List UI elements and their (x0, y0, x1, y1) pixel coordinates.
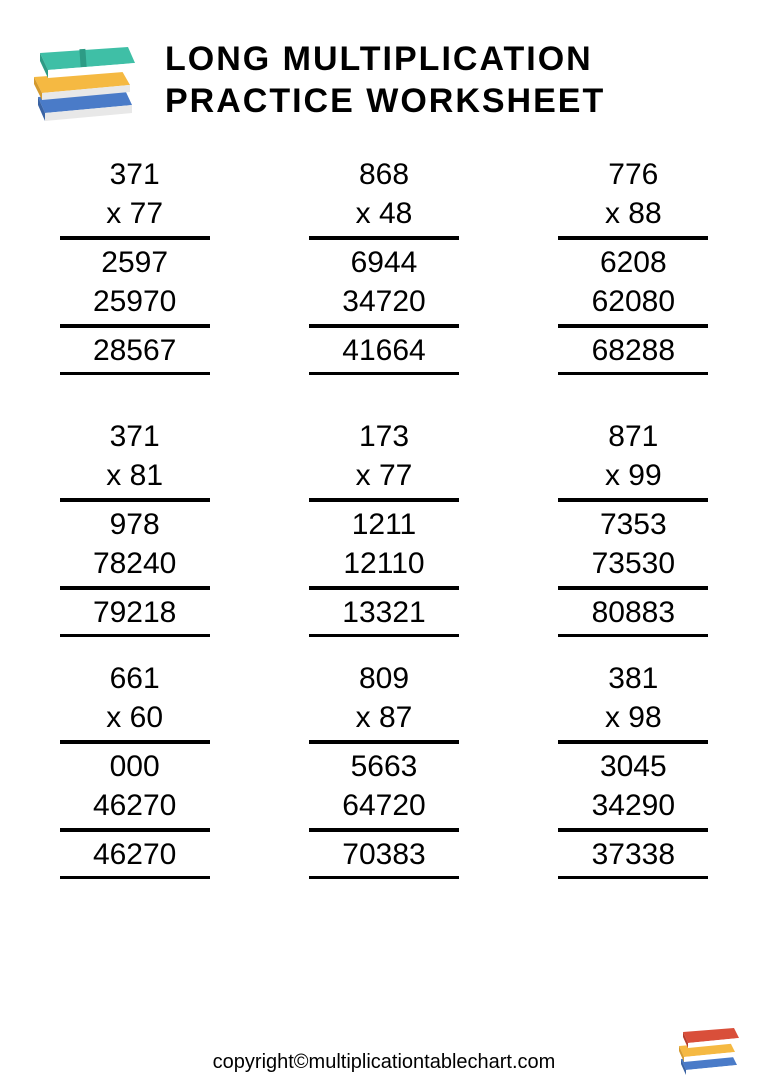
multiplication-problem: 371x 81 97878240 79218 (40, 417, 229, 639)
partial-1: 5663 (309, 747, 459, 786)
multiplication-problem: 173x 77 121112110 13321 (289, 417, 478, 639)
partial-2: 34720 (309, 282, 459, 321)
answer: 28567 (60, 331, 210, 370)
partial-2: 25970 (60, 282, 210, 321)
worksheet-title: LONG MULTIPLICATION PRACTICE WORKSHEET (165, 38, 605, 123)
partial-1: 6208 (558, 243, 708, 282)
multiplication-problem: 661x 600004627046270 (40, 659, 229, 881)
books-stack-icon (30, 35, 140, 125)
multiplicand: 381 (558, 659, 708, 698)
multiplicand: 871 (558, 417, 708, 456)
multiplication-problem: 776x 88 620862080 68288 (539, 155, 728, 377)
partial-2: 73530 (558, 544, 708, 583)
rule-line (309, 498, 459, 502)
rule-line (558, 876, 708, 879)
multiplication-problem: 381x 98 304534290 37338 (539, 659, 728, 881)
partial-1: 2597 (60, 243, 210, 282)
footer-books-icon (677, 1023, 742, 1078)
multiplier: x 88 (558, 194, 708, 233)
multiplication-problem: 371x 77 259725970 28567 (40, 155, 229, 377)
rule-line (60, 586, 210, 590)
multiplicand: 776 (558, 155, 708, 194)
multiplier: x 77 (60, 194, 210, 233)
rule-line (60, 876, 210, 879)
header: LONG MULTIPLICATION PRACTICE WORKSHEET (0, 0, 768, 145)
rule-line (309, 876, 459, 879)
answer: 37338 (558, 835, 708, 874)
multiplier: x 48 (309, 194, 459, 233)
multiplicand: 809 (309, 659, 459, 698)
rule-line (558, 740, 708, 744)
rule-line (60, 828, 210, 832)
rule-line (309, 372, 459, 375)
rule-line (558, 828, 708, 832)
rule-line (309, 828, 459, 832)
rule-line (60, 372, 210, 375)
multiplicand: 868 (309, 155, 459, 194)
rule-line (60, 634, 210, 637)
partial-2: 78240 (60, 544, 210, 583)
rule-line (558, 324, 708, 328)
rule-line (558, 634, 708, 637)
answer: 79218 (60, 593, 210, 632)
partial-1: 7353 (558, 505, 708, 544)
rule-line (60, 324, 210, 328)
multiplier: x 81 (60, 456, 210, 495)
multiplication-problem: 809x 87 566364720 70383 (289, 659, 478, 881)
rule-line (309, 634, 459, 637)
rule-line (558, 236, 708, 240)
rule-line (309, 740, 459, 744)
answer: 70383 (309, 835, 459, 874)
answer: 68288 (558, 331, 708, 370)
partial-2: 62080 (558, 282, 708, 321)
multiplier: x 99 (558, 456, 708, 495)
title-line-2: PRACTICE WORKSHEET (165, 80, 605, 123)
multiplier: x 77 (309, 456, 459, 495)
multiplier: x 98 (558, 698, 708, 737)
rule-line (558, 372, 708, 375)
answer: 80883 (558, 593, 708, 632)
partial-1: 978 (60, 505, 210, 544)
answer: 13321 (309, 593, 459, 632)
rule-line (60, 740, 210, 744)
rule-line (309, 586, 459, 590)
rule-line (558, 498, 708, 502)
answer: 46270 (60, 835, 210, 874)
partial-2: 12110 (309, 544, 459, 583)
title-line-1: LONG MULTIPLICATION (165, 38, 605, 81)
partial-2: 64720 (309, 786, 459, 825)
multiplicand: 661 (60, 659, 210, 698)
partial-1: 000 (60, 747, 210, 786)
copyright-footer: copyright©multiplicationtablechart.com (0, 1051, 768, 1074)
rule-line (60, 236, 210, 240)
partial-1: 1211 (309, 505, 459, 544)
partial-1: 6944 (309, 243, 459, 282)
multiplicand: 371 (60, 417, 210, 456)
multiplier: x 87 (309, 698, 459, 737)
rule-line (558, 586, 708, 590)
rule-line (60, 498, 210, 502)
partial-1: 3045 (558, 747, 708, 786)
multiplication-problem: 871x 99 735373530 80883 (539, 417, 728, 639)
rule-line (309, 324, 459, 328)
rule-line (309, 236, 459, 240)
partial-2: 46270 (60, 786, 210, 825)
partial-2: 34290 (558, 786, 708, 825)
multiplication-problem: 868x 48 694434720 41664 (289, 155, 478, 377)
multiplier: x 60 (60, 698, 210, 737)
multiplicand: 173 (309, 417, 459, 456)
problems-grid: 371x 7725972597028567868x 48694434720416… (0, 145, 768, 881)
answer: 41664 (309, 331, 459, 370)
multiplicand: 371 (60, 155, 210, 194)
